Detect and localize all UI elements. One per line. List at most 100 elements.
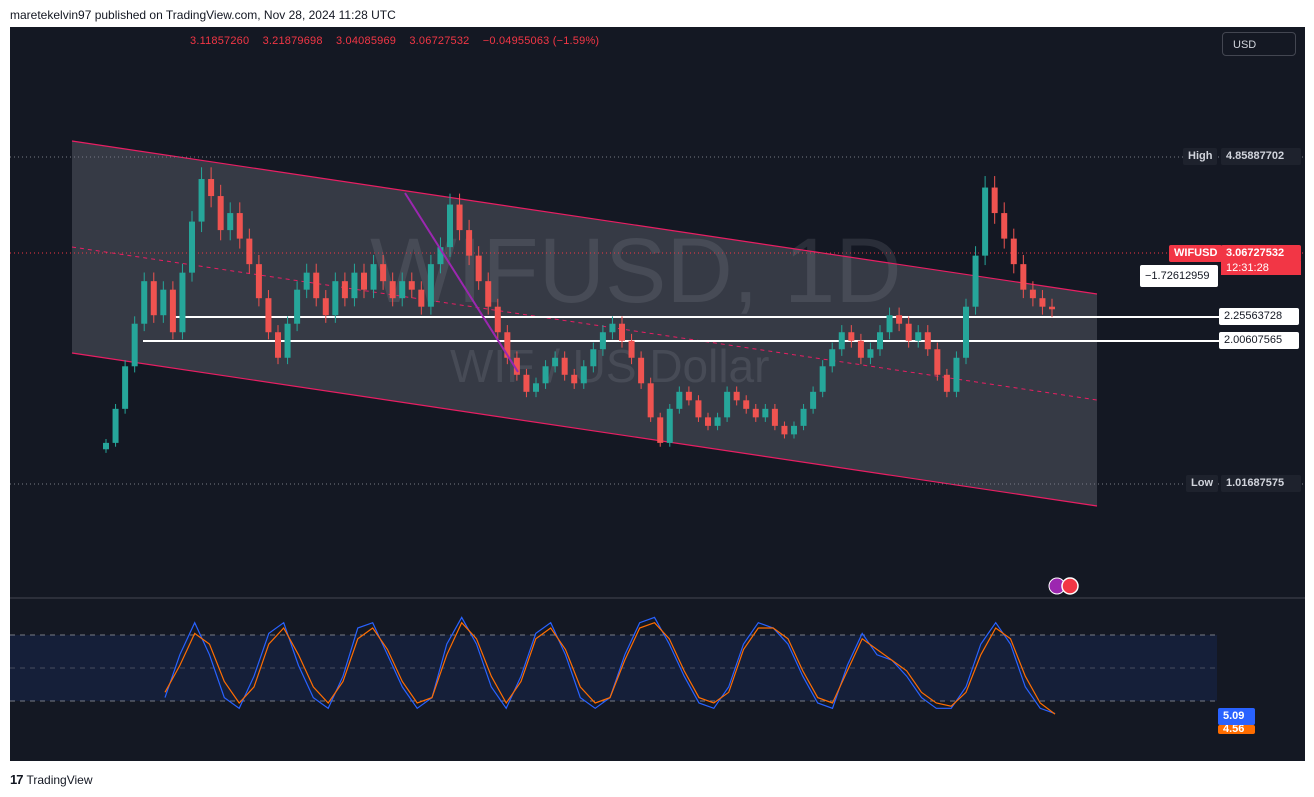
candle-body bbox=[743, 400, 750, 409]
channel-upper-line[interactable] bbox=[71, 140, 1098, 295]
publisher-line: maretekelvin97 published on TradingView.… bbox=[10, 8, 396, 22]
candle-body bbox=[265, 298, 272, 333]
candle-body bbox=[781, 425, 788, 435]
ohlc-low: 3.04085969 bbox=[335, 35, 397, 47]
candle-body bbox=[189, 221, 195, 273]
ohlc-change: −0.04955063 (−1.59%) bbox=[482, 35, 600, 47]
candle-body bbox=[972, 255, 979, 307]
candle-body bbox=[838, 332, 845, 350]
candle-body bbox=[571, 374, 578, 384]
candle-body bbox=[1001, 213, 1008, 239]
candle-body bbox=[303, 272, 310, 290]
candle-body bbox=[1010, 238, 1017, 265]
candle-body bbox=[705, 417, 711, 426]
candle-body bbox=[733, 391, 740, 401]
candle-body bbox=[494, 306, 501, 333]
candle-body bbox=[552, 357, 559, 367]
candle-body bbox=[389, 281, 396, 299]
chart-frame[interactable]: WIFUSD, 1D WIF / US Dollar 3.11857260 bbox=[10, 27, 1305, 761]
candle-body bbox=[963, 306, 969, 358]
candle-body bbox=[504, 332, 511, 358]
candle-body bbox=[1049, 306, 1055, 310]
candle-body bbox=[141, 281, 148, 324]
candle-body bbox=[857, 340, 864, 358]
low-label: Low bbox=[1186, 475, 1218, 492]
tradingview-logo[interactable]: 17 TradingView bbox=[10, 772, 93, 787]
price-chart[interactable]: WIFUSD, 1D WIF / US Dollar bbox=[10, 27, 1305, 761]
event-icon-us-flag[interactable] bbox=[1061, 577, 1079, 595]
ohlc-readout: 3.11857260 3.21879698 3.04085969 3.06727… bbox=[190, 35, 609, 47]
candle-body bbox=[1029, 289, 1036, 299]
candle-body bbox=[695, 400, 702, 418]
candle-body bbox=[848, 332, 855, 341]
candle-body bbox=[169, 289, 176, 333]
candle-body bbox=[982, 187, 989, 256]
candle-body bbox=[666, 408, 673, 443]
candle-body bbox=[533, 383, 539, 392]
trend-line[interactable] bbox=[404, 192, 519, 373]
candle-body bbox=[399, 281, 406, 299]
stoch-d-line bbox=[164, 621, 1056, 715]
countdown-tag: 12:31:28 bbox=[1221, 261, 1301, 275]
candle-body bbox=[160, 289, 167, 316]
ohlc-open: 3.11857260 bbox=[190, 35, 250, 47]
low-price-tag: 1.01687575 bbox=[1221, 475, 1301, 492]
candle-body bbox=[800, 408, 807, 426]
candle-body bbox=[513, 357, 520, 375]
level2-price-tag: 2.00607565 bbox=[1219, 332, 1299, 349]
stoch-d-tag: 4.56 bbox=[1218, 725, 1255, 734]
candle-body bbox=[456, 204, 463, 231]
candle-body bbox=[953, 357, 960, 392]
tradingview-logo-icon: 17 bbox=[10, 772, 24, 787]
candle-body bbox=[103, 442, 109, 450]
candle-body bbox=[628, 340, 635, 358]
candle-body bbox=[599, 332, 606, 350]
candle-body bbox=[676, 391, 683, 409]
candle-body bbox=[198, 179, 205, 222]
candle-body bbox=[638, 357, 645, 384]
candle-body bbox=[284, 323, 291, 358]
candle-body bbox=[466, 230, 473, 256]
candle-body bbox=[294, 289, 301, 324]
candle-body bbox=[485, 281, 492, 307]
candle-body bbox=[150, 281, 157, 316]
currency-selector[interactable]: USD bbox=[1222, 32, 1296, 56]
candle-body bbox=[685, 391, 692, 401]
candle-body bbox=[370, 264, 377, 290]
candle-body bbox=[791, 425, 797, 435]
candle-body bbox=[915, 332, 922, 341]
candle-body bbox=[714, 417, 721, 426]
candle-body bbox=[380, 264, 387, 282]
candle-body bbox=[208, 179, 215, 197]
candle-body bbox=[724, 391, 731, 418]
candle-body bbox=[227, 213, 234, 231]
candle-body bbox=[647, 383, 654, 418]
candle-body bbox=[361, 272, 367, 290]
candle-body bbox=[896, 315, 903, 324]
candle-body bbox=[408, 281, 415, 290]
candle-body bbox=[313, 272, 320, 299]
candle-body bbox=[561, 357, 568, 375]
candle-body bbox=[609, 323, 616, 333]
candle-body bbox=[580, 366, 587, 384]
candle-body bbox=[418, 289, 425, 307]
ohlc-close: 3.06727532 bbox=[409, 35, 470, 47]
candle-body bbox=[246, 238, 253, 265]
high-label: High bbox=[1183, 148, 1218, 165]
candle-body bbox=[255, 264, 262, 299]
channel-lower-line[interactable] bbox=[71, 352, 1098, 507]
candle-body bbox=[427, 264, 434, 307]
high-price-tag: 4.85887702 bbox=[1221, 148, 1301, 165]
tradingview-brand: TradingView bbox=[26, 772, 93, 787]
ohlc-high: 3.21879698 bbox=[262, 35, 323, 47]
candle-body bbox=[819, 366, 826, 392]
measure-tag: −1.72612959 bbox=[1140, 265, 1218, 287]
candle-body bbox=[217, 196, 224, 231]
candle-body bbox=[657, 417, 664, 443]
candle-body bbox=[771, 408, 778, 426]
candle-body bbox=[877, 332, 883, 350]
stoch-k-tag: 5.09 bbox=[1218, 708, 1255, 725]
candle-body bbox=[943, 374, 950, 392]
symbol-watermark: WIFUSD, 1D bbox=[370, 220, 902, 322]
candle-body bbox=[619, 323, 625, 341]
